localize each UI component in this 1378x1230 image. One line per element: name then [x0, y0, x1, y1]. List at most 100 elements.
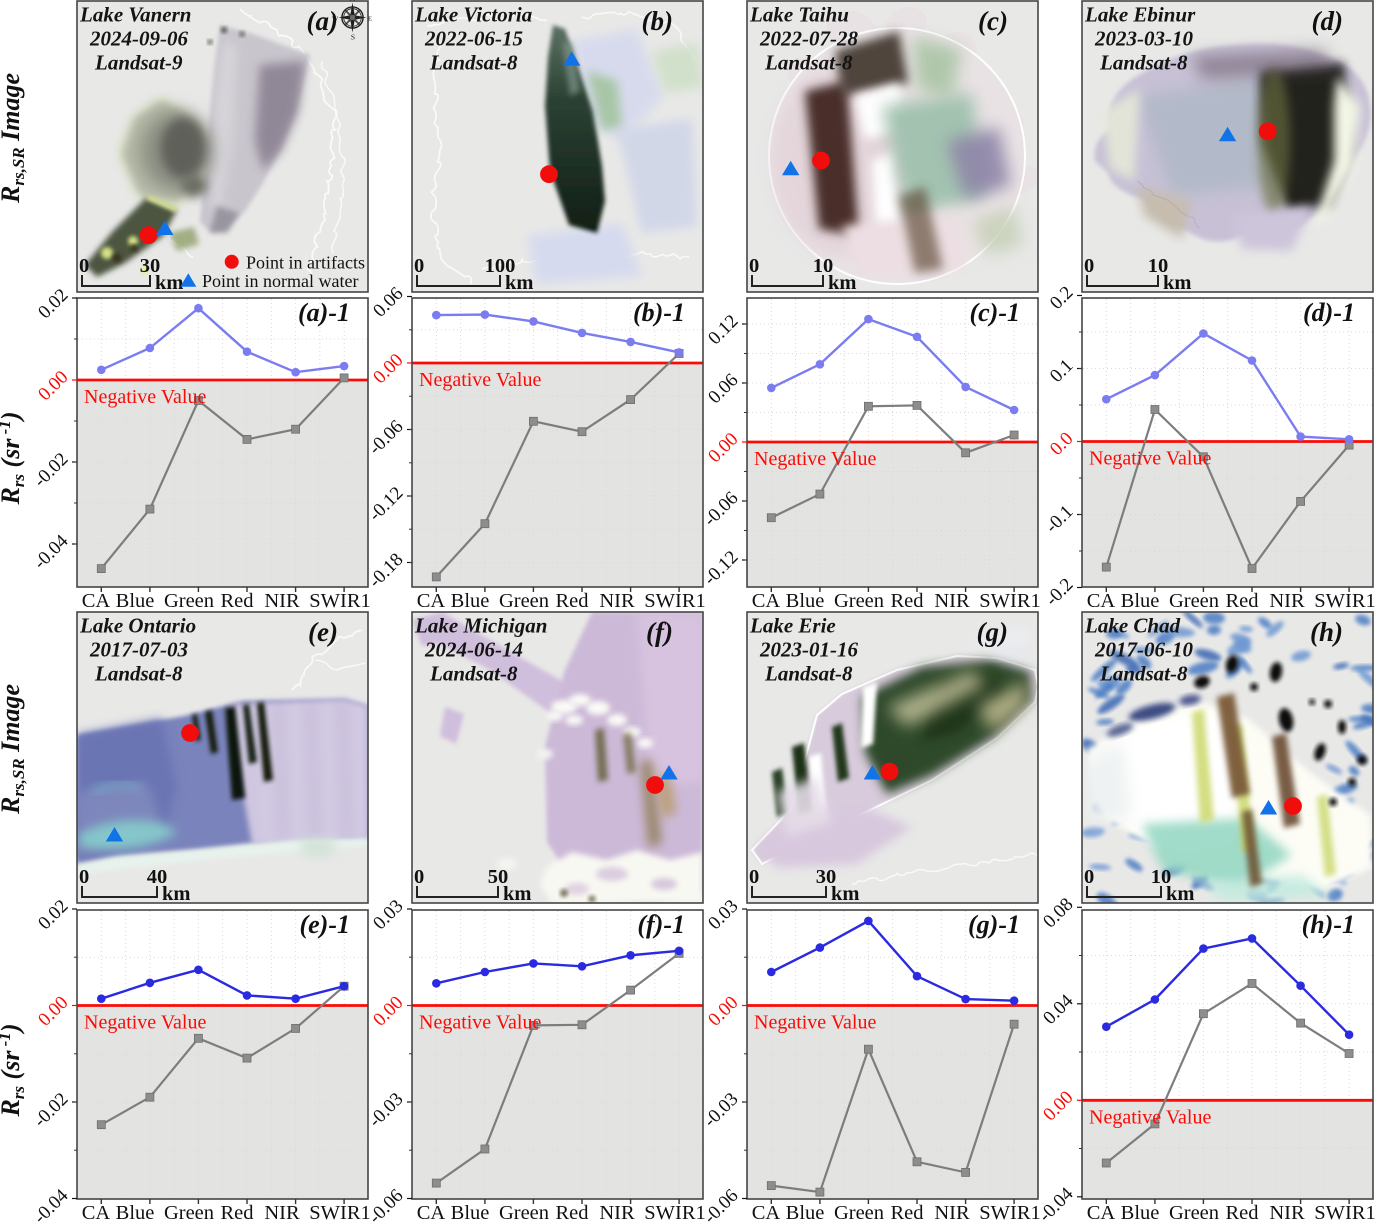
svg-text:0: 0 [79, 866, 89, 888]
svg-text:Lake Ebinur: Lake Ebinur [1084, 3, 1196, 27]
svg-text:Red: Red [1225, 590, 1258, 612]
svg-text:Negative Value: Negative Value [84, 1012, 206, 1034]
svg-text:Lake Taihu: Lake Taihu [749, 3, 849, 27]
svg-text:Negative Value: Negative Value [1089, 448, 1211, 470]
svg-text:km: km [503, 883, 531, 905]
svg-text:Negative Value: Negative Value [1089, 1106, 1211, 1128]
svg-text:SWIR1: SWIR1 [644, 1202, 706, 1224]
svg-text:2023-03-10: 2023-03-10 [1094, 27, 1193, 51]
svg-text:Landsat-8: Landsat-8 [764, 662, 853, 686]
svg-text:Landsat-8: Landsat-8 [1099, 51, 1188, 75]
svg-text:Red: Red [555, 590, 588, 612]
svg-text:CA: CA [82, 1202, 111, 1224]
svg-text:Green: Green [1169, 1202, 1219, 1224]
svg-text:(c): (c) [978, 6, 1008, 36]
svg-text:0: 0 [1084, 255, 1094, 277]
svg-text:Green: Green [834, 1202, 884, 1224]
svg-text:Landsat-8: Landsat-8 [429, 51, 518, 75]
svg-text:Landsat-9: Landsat-9 [94, 51, 183, 75]
svg-text:30: 30 [816, 866, 837, 888]
svg-text:(c)-1: (c)-1 [969, 298, 1020, 327]
svg-text:Landsat-8: Landsat-8 [429, 662, 518, 686]
svg-text:Lake Victoria: Lake Victoria [414, 3, 532, 27]
svg-text:Negative Value: Negative Value [419, 369, 541, 391]
svg-text:Landsat-8: Landsat-8 [1099, 662, 1188, 686]
svg-text:SWIR1: SWIR1 [979, 1202, 1041, 1224]
svg-text:(h)-1: (h)-1 [1302, 910, 1355, 939]
svg-text:Blue: Blue [786, 1202, 825, 1224]
svg-text:0: 0 [414, 866, 424, 888]
svg-text:NIR: NIR [264, 590, 300, 612]
svg-text:Green: Green [499, 590, 549, 612]
svg-text:CA: CA [82, 590, 111, 612]
svg-text:2017-06-10: 2017-06-10 [1094, 638, 1193, 662]
svg-text:0: 0 [749, 255, 759, 277]
svg-text:Landsat-8: Landsat-8 [764, 51, 853, 75]
svg-text:Red: Red [1225, 1202, 1258, 1224]
svg-text:Green: Green [834, 590, 884, 612]
svg-text:0: 0 [749, 866, 759, 888]
svg-text:(b): (b) [642, 6, 673, 36]
svg-text:Blue: Blue [451, 1202, 490, 1224]
svg-text:Green: Green [164, 1202, 214, 1224]
svg-text:km: km [831, 883, 859, 905]
svg-text:Lake Chad: Lake Chad [1084, 614, 1181, 638]
svg-text:W: W [332, 16, 339, 23]
svg-text:Blue: Blue [116, 590, 155, 612]
svg-text:(e)-1: (e)-1 [299, 910, 350, 939]
svg-text:Negative Value: Negative Value [419, 1012, 541, 1034]
svg-text:SWIR1: SWIR1 [979, 590, 1041, 612]
svg-text:km: km [1163, 272, 1191, 294]
svg-text:km: km [828, 272, 856, 294]
svg-text:SWIR1: SWIR1 [1314, 590, 1376, 612]
svg-text:Green: Green [164, 590, 214, 612]
svg-text:Point in artifacts: Point in artifacts [246, 252, 365, 272]
svg-text:Landsat-8: Landsat-8 [94, 662, 183, 686]
svg-text:(b)-1: (b)-1 [633, 298, 685, 327]
svg-text:(a)-1: (a)-1 [298, 298, 350, 327]
svg-text:Lake Michigan: Lake Michigan [414, 614, 547, 638]
svg-text:30: 30 [140, 255, 161, 277]
svg-text:(f)-1: (f)-1 [637, 910, 685, 939]
svg-text:NIR: NIR [264, 1202, 300, 1224]
svg-text:Lake Ontario: Lake Ontario [79, 614, 196, 638]
svg-text:50: 50 [488, 866, 509, 888]
svg-text:CA: CA [1087, 1202, 1116, 1224]
svg-text:(e): (e) [308, 617, 338, 647]
svg-text:CA: CA [417, 590, 446, 612]
svg-text:Red: Red [220, 590, 253, 612]
svg-text:2022-06-15: 2022-06-15 [424, 27, 523, 51]
svg-text:Negative Value: Negative Value [754, 448, 876, 470]
svg-text:Red: Red [890, 1202, 923, 1224]
svg-text:Negative Value: Negative Value [84, 386, 206, 408]
svg-text:Blue: Blue [1121, 1202, 1160, 1224]
svg-text:CA: CA [752, 1202, 781, 1224]
svg-text:Blue: Blue [116, 1202, 155, 1224]
svg-text:NIR: NIR [1269, 590, 1305, 612]
svg-text:SWIR1: SWIR1 [309, 1202, 371, 1224]
svg-text:Lake Vanern: Lake Vanern [79, 3, 191, 27]
svg-text:10: 10 [1148, 255, 1169, 277]
svg-text:NIR: NIR [1269, 1202, 1305, 1224]
svg-text:S: S [351, 33, 355, 42]
svg-text:Green: Green [499, 1202, 549, 1224]
svg-text:2023-01-16: 2023-01-16 [759, 638, 858, 662]
svg-text:Lake Erie: Lake Erie [749, 614, 836, 638]
svg-text:NIR: NIR [934, 1202, 970, 1224]
svg-text:Blue: Blue [1121, 590, 1160, 612]
svg-text:2017-07-03: 2017-07-03 [89, 638, 188, 662]
svg-text:2024-09-06: 2024-09-06 [89, 27, 188, 51]
svg-text:0: 0 [1084, 866, 1094, 888]
svg-text:(h): (h) [1310, 617, 1343, 647]
svg-text:40: 40 [147, 866, 168, 888]
svg-text:SWIR1: SWIR1 [1314, 1202, 1376, 1224]
svg-text:km: km [1166, 883, 1194, 905]
svg-text:Red: Red [890, 590, 923, 612]
svg-text:(a): (a) [307, 6, 338, 36]
svg-text:SWIR1: SWIR1 [309, 590, 371, 612]
svg-text:Negative Value: Negative Value [754, 1012, 876, 1034]
svg-text:2022-07-28: 2022-07-28 [759, 27, 858, 51]
svg-text:NIR: NIR [599, 590, 635, 612]
svg-text:CA: CA [752, 590, 781, 612]
svg-text:CA: CA [417, 1202, 446, 1224]
